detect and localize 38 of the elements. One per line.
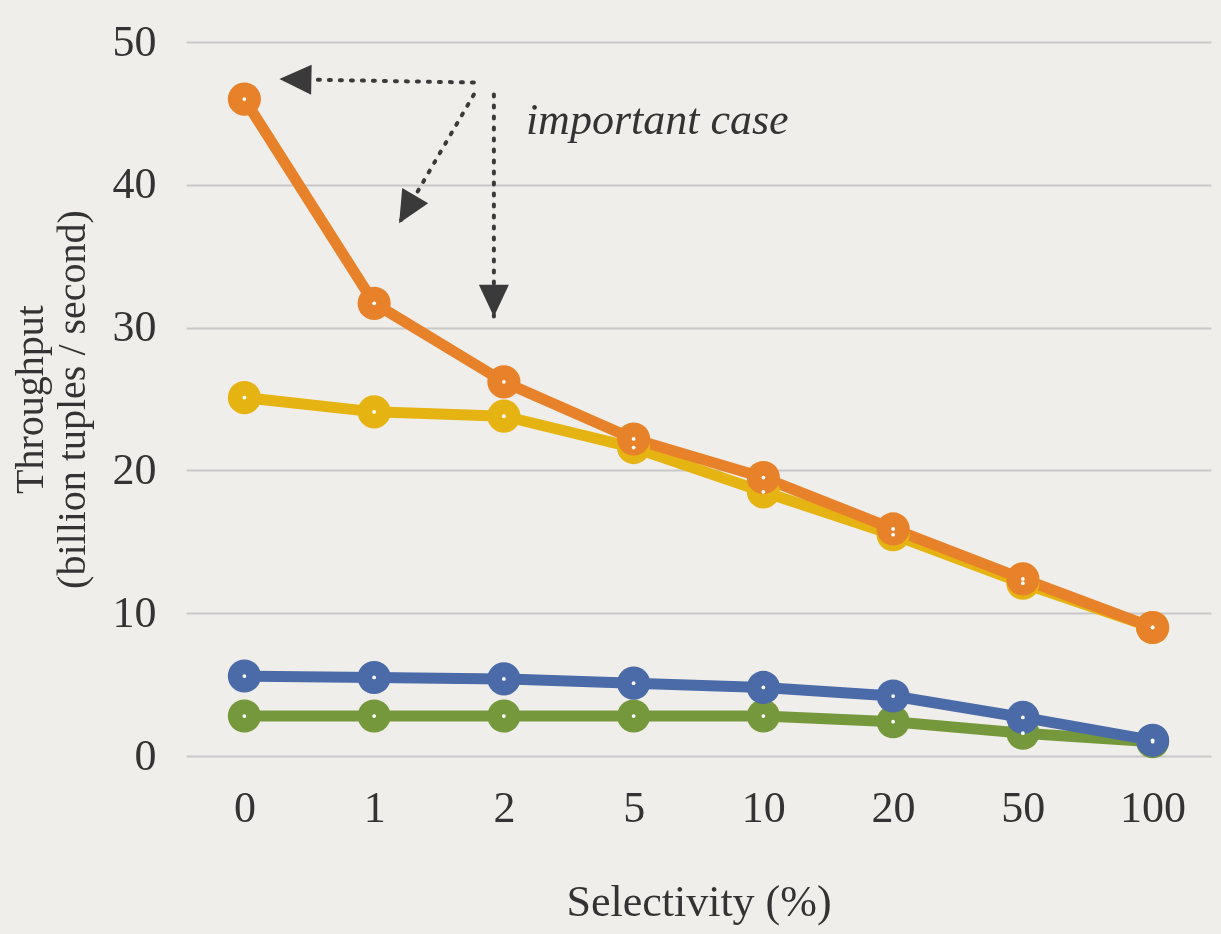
y-axis-title: Throughput (billion tuples / second) [6,210,94,589]
x-tick-label: 5 [623,782,646,832]
x-tick-label: 10 [741,782,786,832]
y-tick-label: 30 [112,302,157,352]
y-tick-label: 0 [134,730,157,780]
point [617,422,651,456]
y-tick-label: 50 [112,16,157,66]
point [617,666,651,700]
point [746,460,780,495]
point [357,699,391,733]
point [746,670,780,705]
y-tick-label: 40 [112,159,157,209]
x-tick-label: 100 [1120,782,1187,832]
point [487,699,521,733]
point [876,679,910,713]
x-tick-label: 50 [1001,782,1046,832]
point [746,699,780,733]
annotation: important case [525,94,789,144]
point [876,512,910,546]
y-tick-label: 10 [112,587,157,637]
point [487,365,521,399]
point [227,659,261,693]
x-axis-title: Selectivity (%) [566,876,832,926]
point [357,660,391,695]
point [227,381,261,415]
x-tick-label: 2 [493,782,516,832]
point [357,395,391,429]
point [487,399,521,433]
x-tick-label: 20 [871,782,916,832]
point [617,699,651,733]
point [487,662,521,696]
x-tick-label: 0 [233,782,256,832]
y-tick-label: 20 [112,444,157,494]
point [357,286,391,320]
point [227,699,261,733]
point [227,82,261,116]
x-tick-label: 1 [363,782,386,832]
point [1006,700,1040,734]
